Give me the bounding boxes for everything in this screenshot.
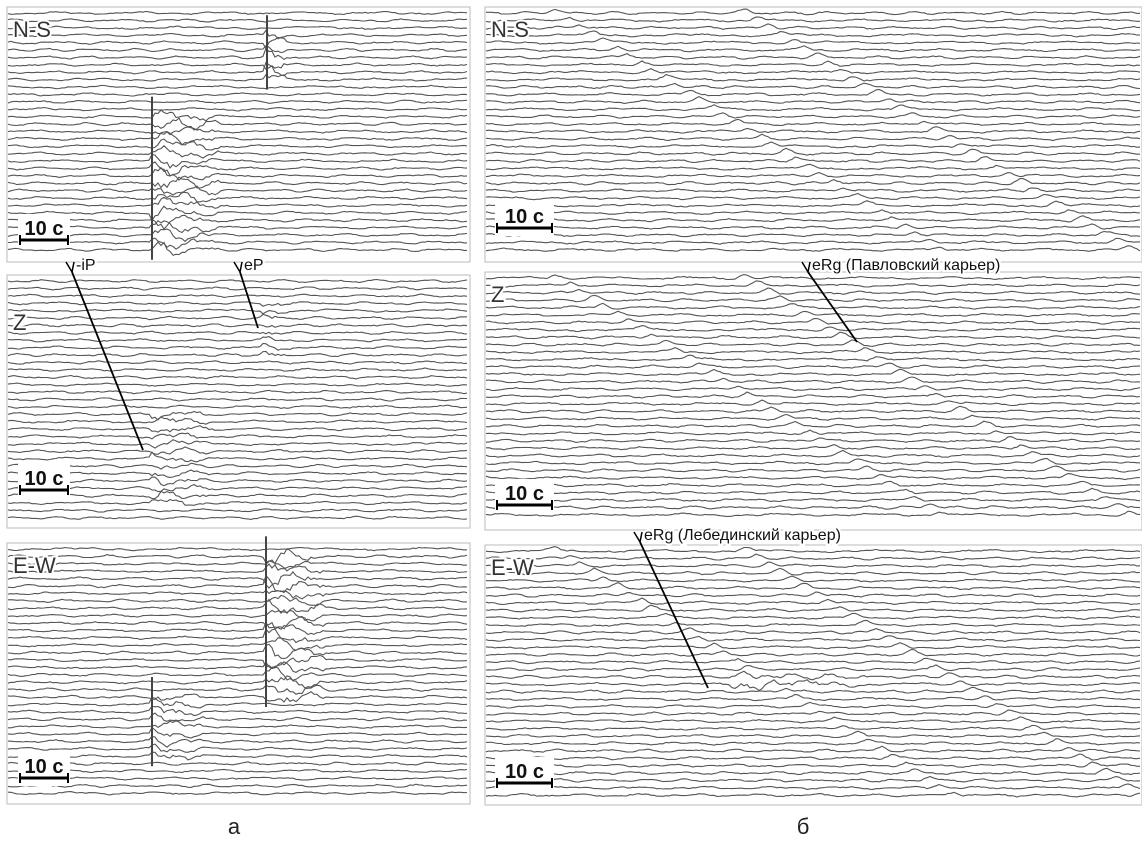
scale-label: 10 с — [505, 206, 544, 228]
scale-label: 10 с — [505, 483, 544, 505]
seismogram-panel: Z 10 с -iP eP — [7, 257, 470, 528]
seismogram-panel: E-W 10 с — [7, 536, 470, 804]
phase-pick: -iP — [76, 257, 96, 274]
panel-frame — [485, 7, 1142, 262]
component-label: Z — [491, 282, 504, 307]
panel-frame — [7, 275, 470, 528]
seismogram-panel: N-S 10 с — [485, 7, 1142, 262]
scale-label: 10 с — [505, 761, 544, 783]
scale-label: 10 с — [25, 468, 64, 490]
caption: а — [228, 814, 241, 839]
figure: а б N-S 10 с Z 10 с -iP eP E-W 10 с N-S 10 с Z 10 с… — [0, 0, 1142, 843]
component-label: N-S — [491, 17, 529, 42]
component-label: E-W — [13, 553, 56, 578]
scale-label: 10 с — [25, 218, 64, 240]
seismogram-panel: Z 10 с eRg (Павловский карьер) — [485, 257, 1142, 530]
scale-label: 10 с — [25, 756, 64, 778]
panel-frame — [7, 543, 470, 804]
component-label: E-W — [491, 555, 534, 580]
caption: б — [797, 814, 810, 839]
phase-pick: eP — [244, 257, 264, 274]
panel-frame — [7, 7, 470, 262]
phase-pick: eRg (Павловский карьер) — [812, 257, 1000, 274]
seismogram-panel: E-W 10 с eRg (Лебединский карьер) — [485, 527, 1142, 805]
component-label: N-S — [13, 17, 51, 42]
component-label: Z — [13, 310, 26, 335]
phase-pick: eRg (Лебединский карьер) — [644, 527, 841, 544]
seismogram-panel: N-S 10 с — [7, 7, 470, 262]
